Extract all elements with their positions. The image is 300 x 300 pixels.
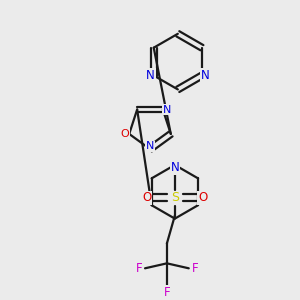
Text: O: O — [121, 129, 130, 139]
Text: N: N — [146, 141, 154, 151]
Text: F: F — [164, 286, 170, 299]
Text: N: N — [200, 69, 209, 82]
Text: N: N — [146, 69, 155, 82]
Text: N: N — [170, 161, 179, 174]
Text: N: N — [163, 104, 171, 115]
Text: S: S — [171, 191, 179, 204]
Text: O: O — [198, 191, 207, 204]
Text: F: F — [136, 262, 142, 275]
Text: O: O — [142, 191, 152, 204]
Text: F: F — [191, 262, 198, 275]
